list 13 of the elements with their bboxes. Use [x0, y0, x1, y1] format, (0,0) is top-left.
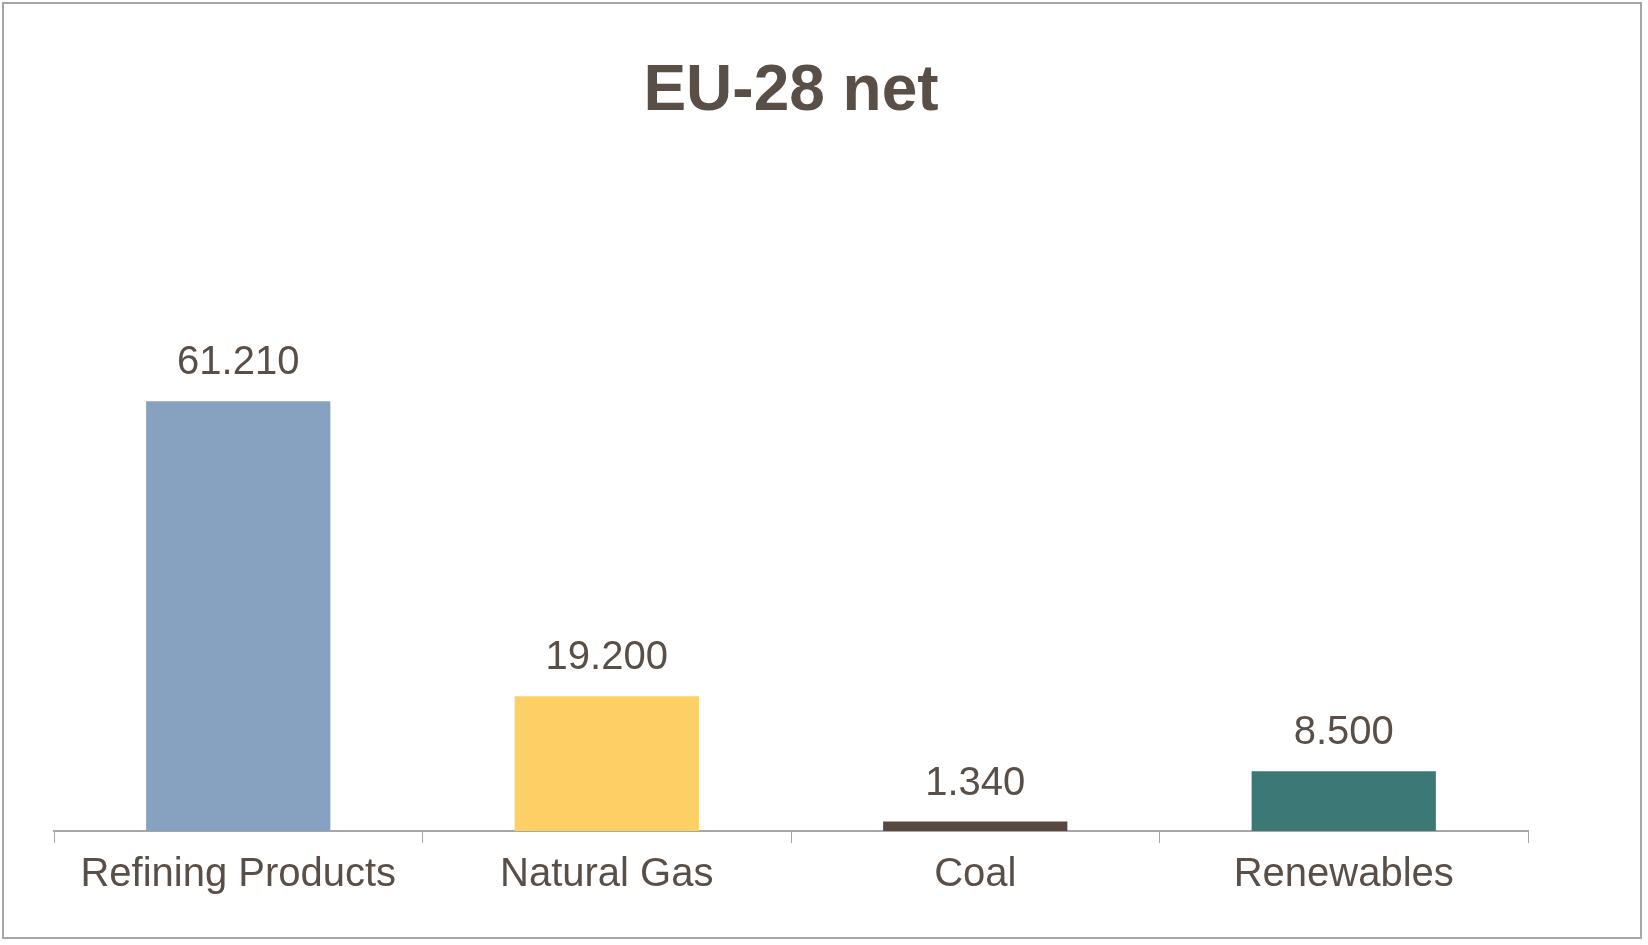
bar	[1251, 771, 1436, 831]
bar	[514, 696, 699, 831]
bar	[146, 401, 331, 831]
bar	[883, 821, 1068, 831]
x-tick-label: Natural Gas	[500, 850, 714, 895]
data-label: 8.500	[1293, 708, 1394, 753]
data-label: 1.340	[925, 758, 1026, 803]
x-tick-label: Coal	[934, 850, 1017, 895]
chart-title: EU-28 net	[643, 52, 939, 125]
data-label: 61.210	[177, 338, 300, 383]
x-tick-label: Renewables	[1233, 850, 1454, 895]
data-label: 19.200	[545, 633, 668, 678]
x-tick-label: Refining Products	[80, 850, 397, 895]
